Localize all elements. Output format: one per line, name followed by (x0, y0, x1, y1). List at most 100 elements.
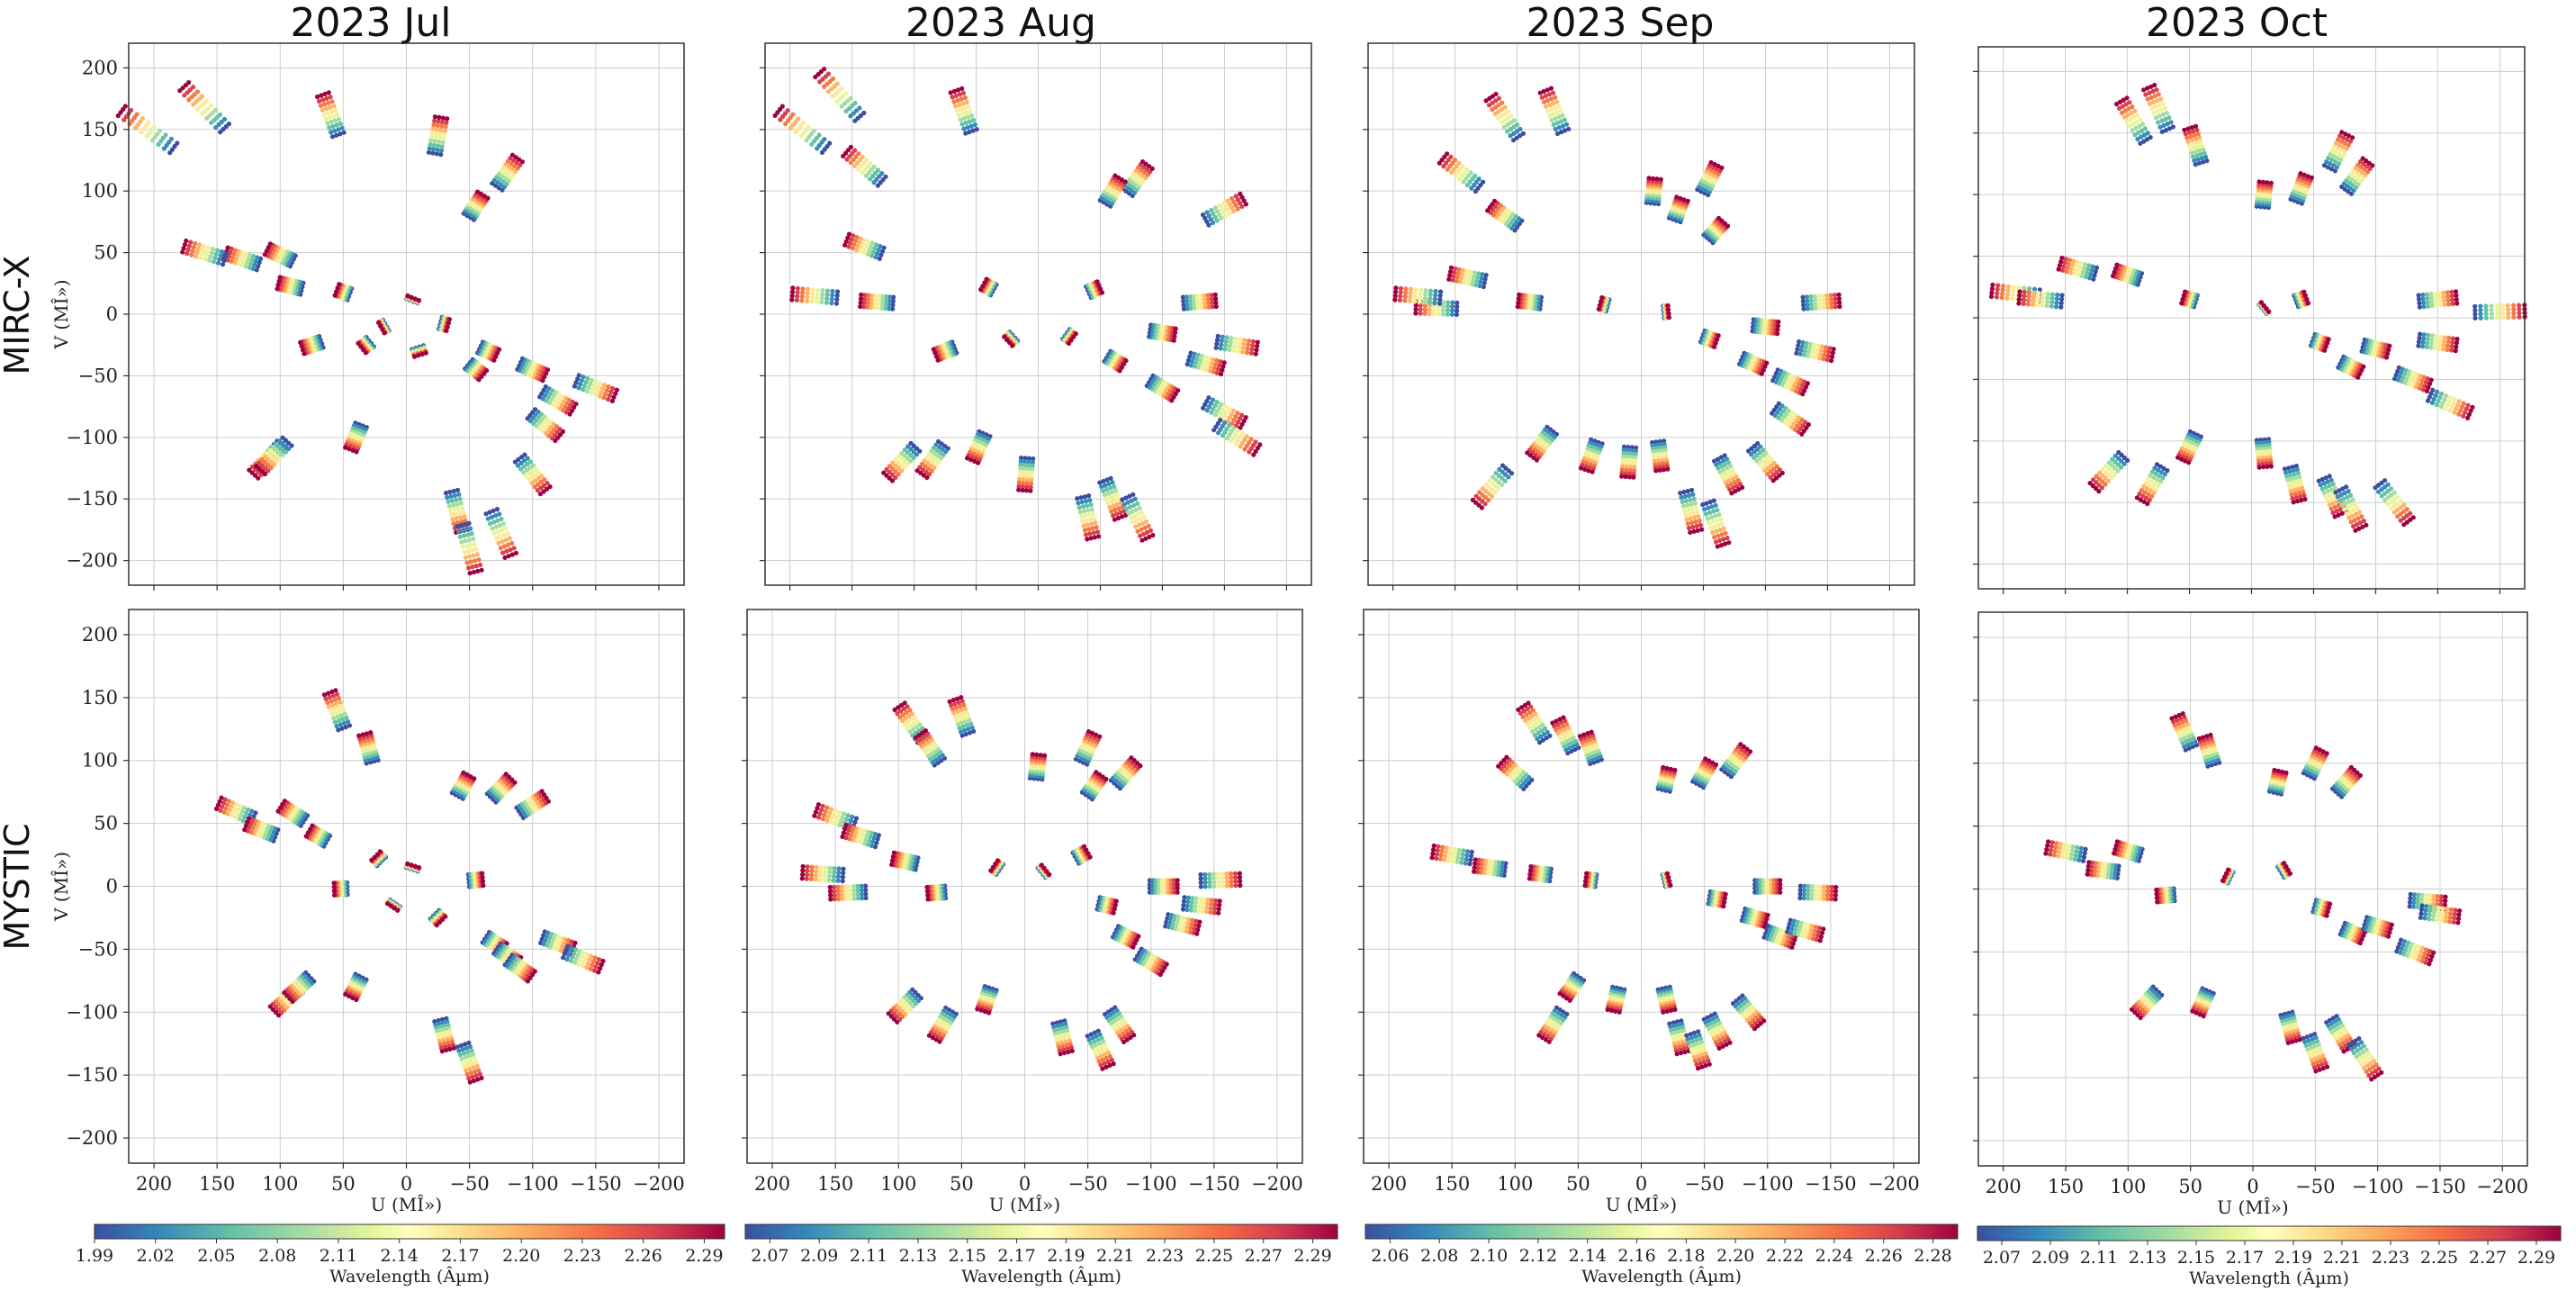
uv-point (1081, 523, 1086, 528)
uv-point (335, 112, 340, 118)
uv-point (496, 540, 501, 546)
uv-point (2016, 284, 2022, 290)
uv-point (1476, 176, 1482, 182)
uv-point (2036, 294, 2041, 300)
uv-point (1509, 113, 1514, 119)
uv-point (221, 257, 227, 264)
uv-point (789, 297, 795, 302)
uv-point (437, 114, 442, 120)
uv-point (236, 248, 241, 254)
uv-point (1684, 517, 1689, 522)
uv-point (1464, 167, 1470, 172)
uv-point (858, 303, 863, 310)
uv-point (1471, 274, 1476, 279)
uv-point (1480, 272, 1485, 277)
uv-point (2428, 292, 2434, 297)
uv-point (573, 380, 579, 385)
uv-point (1002, 334, 1007, 339)
uv-point (320, 107, 325, 113)
uv-point (1708, 525, 1714, 531)
uv-point (243, 251, 248, 257)
uv-point (827, 140, 833, 146)
uv-point (960, 90, 967, 95)
uv-point (1105, 501, 1111, 506)
uv-point (475, 189, 481, 194)
uv-point (446, 503, 452, 509)
uv-point (1496, 95, 1501, 101)
uv-point (2472, 315, 2478, 320)
uv-point (456, 492, 462, 497)
uv-point (2445, 339, 2451, 345)
uv-point (1432, 296, 1437, 302)
uv-point (2445, 347, 2450, 352)
uv-point (187, 87, 193, 93)
uv-point (323, 116, 329, 122)
uv-point (611, 394, 617, 400)
uv-point (211, 247, 216, 252)
uv-point (1480, 486, 1485, 492)
uv-point (1650, 176, 1656, 181)
uv-point (1558, 108, 1563, 113)
uv-point (453, 511, 458, 517)
baseline-streak (2316, 474, 2348, 519)
uv-point (1688, 529, 1693, 536)
uv-point (1099, 290, 1105, 295)
uv-point (852, 101, 858, 106)
uv-point (1075, 496, 1080, 501)
uv-point (819, 300, 824, 305)
uv-point (1224, 436, 1229, 441)
uv-point (2000, 291, 2005, 296)
baseline-streak (2134, 462, 2170, 507)
uv-point (428, 134, 435, 140)
uv-point (1117, 368, 1122, 374)
baseline-streak (2336, 354, 2366, 380)
uv-point (2026, 293, 2031, 299)
uv-point (452, 492, 457, 499)
uv-point (1448, 265, 1454, 270)
uv-point (1818, 348, 1824, 353)
uv-point (452, 507, 457, 512)
uv-point (2021, 297, 2027, 302)
uv-point (2305, 301, 2311, 306)
uv-point (206, 245, 212, 250)
uv-point (972, 122, 977, 128)
uv-point (1806, 349, 1812, 355)
uv-point (1446, 276, 1452, 282)
uv-point (490, 526, 495, 531)
uv-point (315, 94, 320, 100)
uv-point (829, 296, 834, 302)
uv-point (1247, 449, 1252, 455)
uv-point (1020, 487, 1025, 493)
uv-point (2260, 179, 2266, 185)
uv-point (816, 132, 822, 138)
uv-point (2424, 344, 2429, 349)
uv-point (1797, 351, 1803, 357)
uv-point (462, 514, 467, 519)
uv-point (210, 110, 215, 115)
uv-point (1133, 524, 1139, 529)
uv-point (1829, 354, 1835, 359)
uv-point (258, 256, 264, 261)
uv-point (1562, 117, 1567, 122)
uv-point (320, 97, 326, 103)
uv-point (2434, 302, 2439, 308)
baseline-streak (1596, 295, 1612, 314)
uv-point (1657, 467, 1662, 474)
uv-point (168, 136, 174, 141)
baseline-streak (1578, 437, 1605, 474)
uv-point (443, 124, 448, 130)
uv-point (553, 438, 558, 444)
uv-point (962, 95, 968, 101)
uv-point (1468, 170, 1473, 176)
baseline-streak (1619, 444, 1639, 480)
uv-point (177, 88, 183, 94)
uv-point (576, 373, 581, 378)
uv-point (1831, 347, 1836, 352)
uv-point (1813, 305, 1818, 311)
uv-point (186, 80, 192, 86)
uv-point (1690, 524, 1696, 530)
uv-point (1083, 499, 1089, 504)
uv-point (830, 288, 835, 294)
uv-point (2022, 293, 2027, 299)
uv-point (2434, 333, 2439, 339)
